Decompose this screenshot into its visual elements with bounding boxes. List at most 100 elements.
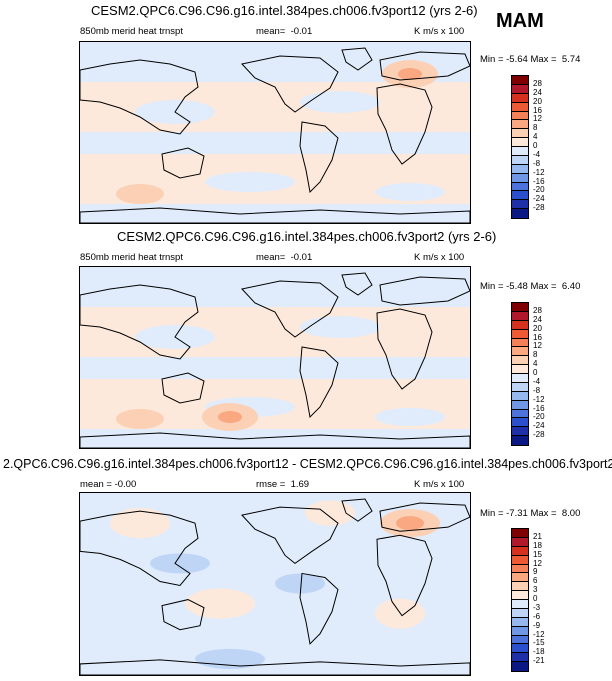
coastline — [241, 280, 339, 338]
map-shading — [375, 183, 445, 201]
colorbar-tick-label: 12 — [533, 558, 542, 568]
colorbar-tick-label: 24 — [533, 314, 542, 324]
panel1-title: CESM2.QPC6.C96.C96.g16.intel.384pes.ch00… — [91, 3, 478, 18]
colorbar-tick-label: 3 — [533, 585, 538, 595]
coastline — [80, 659, 470, 675]
colorbar-box — [512, 418, 528, 428]
colorbar-tick-label: 0 — [533, 141, 538, 150]
colorbar-box — [512, 537, 528, 547]
colorbar-box — [512, 573, 528, 583]
colorbar-tick-label: -24 — [533, 194, 545, 204]
colorbar-box — [512, 182, 528, 192]
colorbar-box — [512, 662, 528, 671]
coastline — [161, 599, 205, 631]
colorbar-box — [512, 147, 528, 156]
colorbar-box — [512, 382, 528, 392]
colorbar-tick-label: 20 — [533, 323, 542, 333]
season-label: MAM — [496, 10, 544, 32]
colorbar-box — [512, 436, 528, 445]
colorbar-box — [512, 209, 528, 218]
map-shading — [116, 184, 164, 204]
coastline — [241, 55, 339, 113]
map-shading — [396, 516, 424, 531]
coastline — [161, 372, 205, 404]
colorbar-tick-label: 4 — [533, 132, 538, 142]
colorbar-box — [512, 338, 528, 348]
colorbar-tick-label: 8 — [533, 123, 538, 133]
colorbar-box — [512, 653, 528, 663]
coastline — [299, 572, 339, 645]
colorbar-tick-label: -16 — [533, 403, 545, 413]
colorbar-box — [512, 120, 528, 130]
map-shading — [110, 508, 170, 539]
colorbar-tick-label: -8 — [533, 385, 541, 395]
panel1-map — [79, 41, 471, 224]
colorbar-box — [512, 591, 528, 600]
map-shading — [205, 172, 295, 192]
colorbar-box — [512, 173, 528, 183]
coastline — [376, 83, 433, 165]
colorbar-box — [512, 191, 528, 201]
colorbar-tick-label: 8 — [533, 350, 538, 360]
map-shading — [80, 82, 470, 132]
colorbar-box — [512, 329, 528, 339]
map-shading — [305, 500, 355, 526]
colorbar-tick-label: 15 — [533, 549, 542, 559]
coastline — [341, 498, 373, 522]
colorbar-tick-label: 24 — [533, 87, 542, 97]
colorbar-box — [512, 320, 528, 330]
colorbar-tick-label: 16 — [533, 332, 542, 342]
colorbar-tick-label: -21 — [533, 656, 545, 666]
colorbar-tick-label: -8 — [533, 158, 541, 168]
colorbar-box — [512, 600, 528, 609]
map-svg — [80, 267, 470, 448]
panel2-units: K m/s x 100 — [414, 252, 465, 263]
panel2-variable: 850mb merid heat trnspt — [80, 252, 183, 263]
colorbar-tick-label: 0 — [533, 368, 538, 377]
panel2-title: CESM2.QPC6.C96.C96.g16.intel.384pes.ch00… — [117, 229, 497, 244]
colorbar-tick-label: -28 — [533, 430, 545, 440]
colorbar-box — [512, 555, 528, 565]
map-shading — [80, 132, 470, 154]
colorbar-box — [512, 374, 528, 383]
coastline — [376, 308, 433, 390]
map-shading — [150, 553, 210, 574]
colorbar-tick-label: 16 — [533, 105, 542, 115]
panel3-map — [79, 492, 471, 676]
colorbar-box — [512, 427, 528, 437]
map-shading — [218, 411, 242, 423]
map-shading — [398, 68, 422, 80]
coastline — [341, 47, 373, 71]
map-shading — [375, 408, 445, 426]
map-shading — [80, 357, 470, 379]
colorbar-box — [512, 356, 528, 366]
colorbar-tick-label: 28 — [533, 305, 542, 315]
colorbar-box — [512, 409, 528, 419]
colorbar-tick-label: -9 — [533, 620, 541, 630]
coastline — [80, 207, 470, 223]
panel2-minmax: Min = -5.48 Max = 6.40 — [480, 281, 581, 292]
colorbar-tick-label: 6 — [533, 576, 538, 586]
colorbar-tick-label: -28 — [533, 203, 545, 213]
colorbar-box — [512, 617, 528, 627]
colorbar-tick-label: -6 — [533, 611, 541, 621]
coastline — [80, 432, 470, 448]
panel3-minmax: Min = -7.31 Max = 8.00 — [480, 508, 581, 519]
map-shading — [275, 573, 325, 594]
coastline — [241, 506, 339, 565]
colorbar-box — [512, 626, 528, 636]
colorbar-tick-label: -20 — [533, 412, 545, 422]
colorbar-tick-label: 0 — [533, 594, 538, 603]
colorbar-tick-label: -4 — [533, 149, 541, 159]
colorbar-box — [512, 155, 528, 165]
map-shading — [300, 91, 380, 113]
colorbar-tick-label: -4 — [533, 376, 541, 386]
coastline — [80, 59, 199, 135]
map-shading — [80, 429, 470, 448]
colorbar-box — [512, 129, 528, 139]
colorbar-tick-label: 28 — [533, 78, 542, 88]
colorbar-tick-label: 12 — [533, 341, 542, 351]
colorbar-tick-label: 18 — [533, 540, 542, 550]
colorbar-tick-label: 9 — [533, 567, 538, 577]
colorbar-box — [512, 400, 528, 410]
